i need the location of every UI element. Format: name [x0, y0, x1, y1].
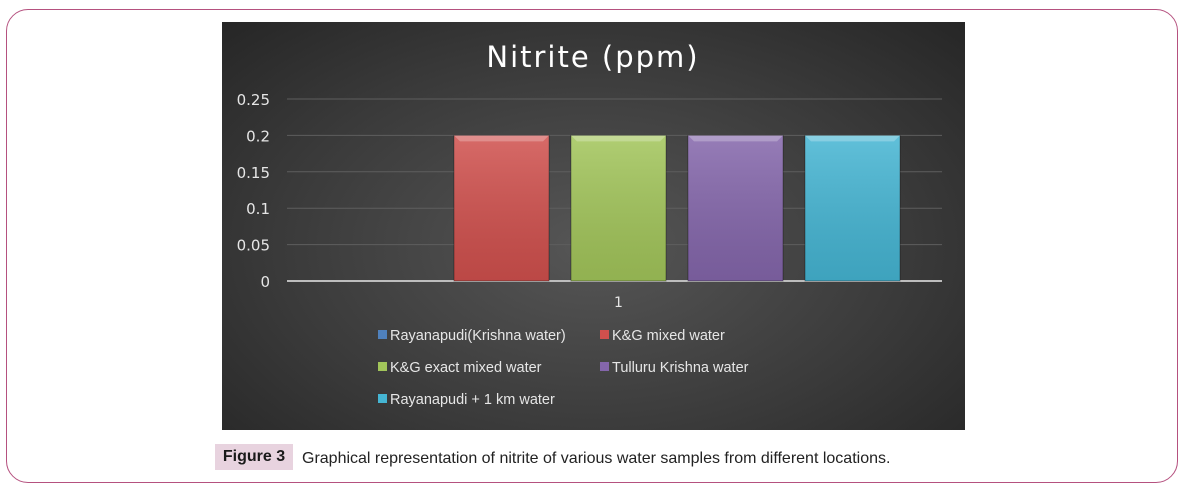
- bar-bevel: [688, 135, 783, 142]
- y-tick-label: 0: [260, 273, 270, 291]
- legend-swatch: [378, 362, 387, 371]
- y-tick-label: 0.15: [237, 164, 270, 182]
- legend-swatch: [378, 330, 387, 339]
- y-tick-label: 0.1: [246, 200, 270, 218]
- figure-frame: [6, 9, 1178, 483]
- bar-bevel: [805, 135, 900, 142]
- figure-label: Figure 3: [215, 444, 293, 470]
- y-tick-label: 0.25: [237, 91, 270, 109]
- y-tick-label: 0.05: [237, 237, 270, 255]
- bar-shading: [454, 135, 549, 281]
- bar-shading: [805, 135, 900, 281]
- legend-label: Rayanapudi + 1 km water: [390, 392, 555, 408]
- legend-label: Rayanapudi(Krishna water): [390, 328, 566, 344]
- figure-caption: Graphical representation of nitrite of v…: [302, 450, 891, 467]
- legend-label: K&G exact mixed water: [390, 360, 542, 376]
- bar-bevel: [454, 135, 549, 142]
- legend-swatch: [378, 394, 387, 403]
- y-tick-label: 0.2: [246, 127, 270, 145]
- bar-shading: [688, 135, 783, 281]
- legend-label: K&G mixed water: [612, 328, 725, 344]
- bar-shading: [571, 135, 666, 281]
- chart-panel: Nitrite (ppm) 0 0.05 0.1 0.15 0.2 0.25 1 Raya…: [222, 22, 965, 430]
- x-tick-label: 1: [614, 295, 623, 311]
- bar-chart: Nitrite (ppm) 0 0.05 0.1 0.15 0.2 0.25 1 Raya…: [237, 40, 942, 408]
- legend-swatch: [600, 362, 609, 371]
- chart-title: Nitrite (ppm): [486, 40, 699, 74]
- legend-label: Tulluru Krishna water: [612, 360, 749, 376]
- bar-bevel: [571, 135, 666, 142]
- legend-swatch: [600, 330, 609, 339]
